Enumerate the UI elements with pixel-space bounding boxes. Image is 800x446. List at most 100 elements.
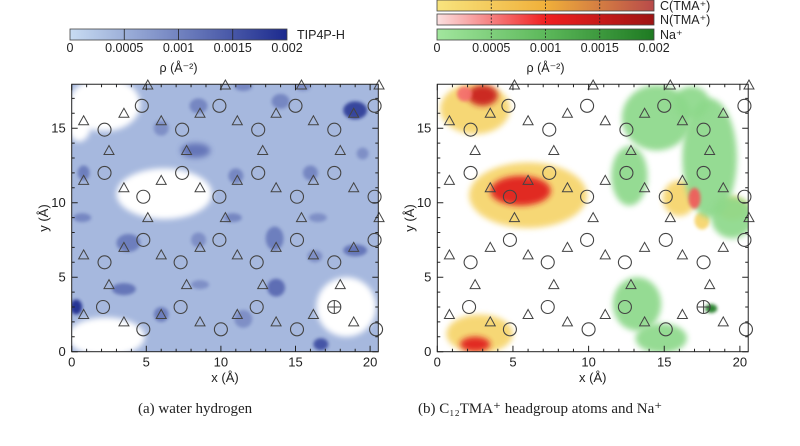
density-region bbox=[73, 213, 92, 223]
triangle-marker bbox=[180, 278, 193, 290]
density-region bbox=[77, 165, 90, 181]
triangle-marker bbox=[103, 278, 115, 290]
circle-marker bbox=[696, 122, 711, 137]
density-region bbox=[467, 84, 498, 106]
triangle-marker bbox=[469, 278, 481, 290]
density-region bbox=[316, 277, 377, 337]
circle-marker bbox=[617, 299, 632, 315]
density-region bbox=[313, 338, 329, 351]
triangle-marker bbox=[77, 248, 90, 260]
triangle-marker bbox=[231, 248, 244, 260]
density-region bbox=[682, 98, 737, 218]
triangle-marker bbox=[676, 114, 689, 126]
triangle-marker bbox=[77, 114, 90, 126]
axis-ticks bbox=[71, 84, 379, 353]
triangle-marker bbox=[561, 181, 574, 193]
y-tick-label: 15 bbox=[417, 121, 431, 136]
triangle-marker bbox=[334, 144, 347, 156]
circle-marker bbox=[540, 299, 555, 315]
circle-marker bbox=[737, 232, 752, 247]
caption-b: (b) C₁₂TMA⁺ headgroup atoms and Na⁺ bbox=[418, 401, 662, 417]
triangle-marker bbox=[717, 315, 730, 327]
density-region bbox=[116, 233, 141, 252]
triangle-marker bbox=[703, 144, 716, 156]
heatmap bbox=[71, 84, 379, 352]
density-region bbox=[153, 120, 169, 136]
triangle-marker bbox=[270, 315, 282, 327]
triangle-marker bbox=[638, 315, 651, 327]
triangle-marker bbox=[347, 107, 360, 118]
triangle-marker bbox=[547, 144, 560, 156]
density-region bbox=[234, 84, 253, 91]
circle-marker bbox=[327, 122, 342, 137]
x-tick-label: 0 bbox=[68, 355, 75, 370]
colorbar-label: ρ (Å⁻²) bbox=[526, 60, 564, 75]
triangle-marker bbox=[443, 174, 456, 185]
x-tick-label: 0 bbox=[434, 355, 441, 370]
triangle-marker bbox=[307, 308, 320, 319]
circle-marker bbox=[501, 98, 516, 113]
colorbar-tick-label: 0 bbox=[434, 41, 441, 55]
density-region bbox=[180, 143, 211, 158]
colorbar-tick-label: 0.001 bbox=[163, 41, 194, 55]
colorbar-tick-label: 0.0005 bbox=[472, 41, 510, 55]
triangle-marker bbox=[307, 248, 320, 260]
circle-marker bbox=[502, 189, 517, 204]
density-region bbox=[111, 283, 136, 296]
x-tick-label: 15 bbox=[657, 355, 671, 370]
y-tick-label: 15 bbox=[51, 121, 65, 136]
triangle-marker bbox=[270, 181, 282, 193]
circle-marker bbox=[542, 165, 557, 180]
density-region bbox=[612, 277, 662, 331]
circle-marker bbox=[173, 255, 188, 270]
colorbar-label: ρ (Å⁻²) bbox=[159, 60, 197, 75]
y-axis-label: y (Å) bbox=[402, 204, 417, 231]
circle-marker bbox=[136, 322, 151, 337]
triangle-marker bbox=[155, 248, 168, 260]
colorbar-tick-label: 0.0015 bbox=[214, 41, 252, 55]
circle-marker bbox=[175, 122, 190, 137]
density-region bbox=[234, 309, 253, 328]
triangle-marker bbox=[77, 308, 90, 319]
circle-marker bbox=[581, 322, 596, 337]
circle-marker bbox=[737, 189, 752, 204]
circle-marker bbox=[580, 232, 595, 247]
y-tick-label: 10 bbox=[51, 195, 65, 210]
circle-marker bbox=[367, 189, 382, 204]
density-region bbox=[189, 98, 208, 114]
colorbar-tick-label: 0.002 bbox=[638, 41, 669, 55]
panel-headgroup-and-na: 0 5 10 15 20 0 5 10 15 x (Å) y (Å) C(TMA⁺)N(TMA⁺)Na… bbox=[402, 0, 755, 385]
triangle-marker bbox=[484, 107, 497, 118]
circle-marker bbox=[502, 322, 517, 337]
circle-marker bbox=[327, 255, 342, 270]
y-tick-label: 10 bbox=[417, 195, 431, 210]
circle-marker bbox=[249, 255, 264, 270]
triangle-marker bbox=[599, 114, 612, 126]
triangle-marker bbox=[625, 278, 637, 290]
circle-marker bbox=[463, 255, 478, 270]
circle-marker bbox=[251, 165, 266, 180]
triangle-marker bbox=[638, 241, 651, 252]
circle-marker bbox=[463, 165, 478, 180]
density-region bbox=[265, 226, 284, 251]
colorbar-name: N(TMA⁺) bbox=[660, 13, 710, 27]
triangle-marker bbox=[141, 211, 154, 223]
triangle-marker bbox=[469, 144, 481, 156]
colorbar-ticks bbox=[490, 29, 601, 40]
cross-mark bbox=[697, 300, 711, 314]
triangle-marker bbox=[638, 107, 651, 118]
triangle-marker bbox=[443, 248, 456, 260]
density-region bbox=[673, 86, 710, 120]
triangle-marker bbox=[443, 114, 456, 126]
colorbar-ticks bbox=[123, 29, 234, 40]
triangle-marker bbox=[194, 181, 206, 193]
triangle-marker bbox=[118, 107, 130, 118]
axis-ticks bbox=[436, 84, 749, 353]
triangle-marker bbox=[77, 174, 90, 185]
triangle-marker bbox=[256, 144, 269, 156]
circle-marker bbox=[212, 232, 227, 247]
triangle-marker bbox=[522, 174, 534, 185]
circle-marker bbox=[542, 122, 557, 137]
triangle-marker bbox=[676, 174, 689, 185]
